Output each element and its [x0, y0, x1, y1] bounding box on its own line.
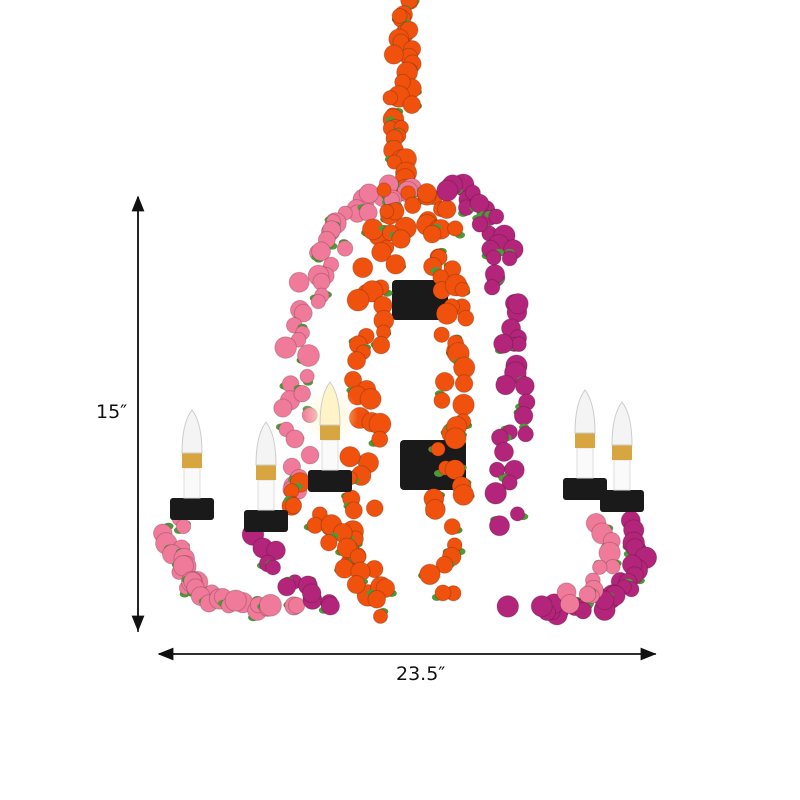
candle-bulbs: [170, 381, 644, 532]
candle-1: [170, 409, 214, 520]
candle-2: [244, 421, 288, 532]
left-inner-arm: [241, 523, 341, 616]
right-inner-arm: [556, 512, 622, 614]
left-orange-column: [337, 182, 424, 607]
height-label: 15″: [96, 401, 128, 423]
left-bottom-arm: [152, 511, 306, 622]
right-bottom-arm: [496, 510, 658, 626]
hanging-vine: [382, 0, 423, 202]
candle-3: [302, 381, 358, 492]
center-orange-column: [415, 183, 476, 602]
left-pink-arch: [285, 174, 423, 334]
center-bottom-cluster: [281, 472, 397, 624]
candle-5: [600, 401, 644, 512]
candle-4: [563, 389, 607, 500]
right-purple-arch-lower: [484, 333, 536, 537]
flower-garland: [152, 0, 658, 626]
width-label: 23.5″: [396, 663, 446, 685]
